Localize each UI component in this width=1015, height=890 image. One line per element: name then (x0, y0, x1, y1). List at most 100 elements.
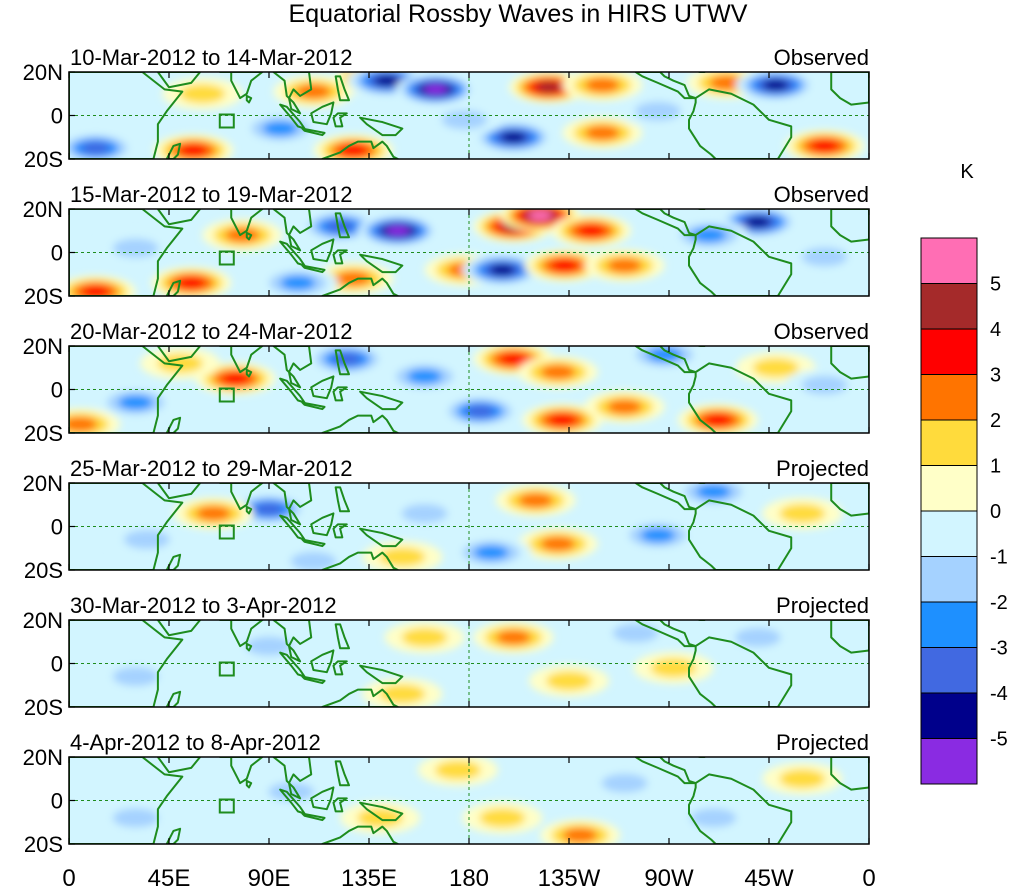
coastline-borneo (310, 375, 335, 400)
coastline-mexico-central-america (634, 483, 697, 511)
coastline-philippines (334, 212, 350, 239)
colorbar-swatch (920, 738, 978, 785)
anomaly-contour (81, 285, 111, 296)
anomaly-contour (325, 220, 355, 233)
y-tick-label: 20S (24, 284, 63, 309)
anomaly-contour (498, 352, 528, 366)
reference-box (218, 524, 235, 540)
y-tick-label: 20N (23, 60, 63, 85)
coastline-south-america (688, 362, 793, 433)
y-tick-label: 20N (23, 471, 63, 496)
anomaly-contour (690, 808, 737, 828)
colorbar-swatch (920, 556, 978, 603)
colorbar-level-label: 2 (990, 410, 1001, 432)
anomaly-contour (489, 264, 516, 276)
reference-box (218, 250, 235, 266)
colorbar-swatch (920, 237, 978, 284)
coastline-madagascar (165, 553, 182, 570)
anomaly-contour (500, 131, 527, 143)
coastline-mexico-central-america (634, 757, 697, 785)
coastline-arabia (156, 483, 202, 500)
coastline-africa-west (830, 346, 869, 380)
x-tick-label: 90W (644, 865, 694, 890)
coastline-new-guinea (359, 801, 404, 822)
coastline-philippines (334, 623, 350, 650)
coastline-java (301, 538, 326, 548)
coastline-borneo (310, 101, 335, 126)
anomaly-contour (528, 210, 552, 221)
y-tick-label: 20S (24, 695, 63, 720)
coastline-madagascar (165, 416, 182, 433)
coastline-java (301, 812, 326, 822)
coastline-india (219, 72, 264, 100)
coastline-borneo (310, 512, 335, 537)
coastline-madagascar (165, 279, 182, 296)
y-tick-label: 20S (24, 421, 63, 446)
panel-period-label: 25-Mar-2012 to 29-Mar-2012 (70, 456, 352, 481)
anomaly-contour (373, 75, 400, 87)
coastline-new-guinea (359, 664, 404, 685)
anomaly-contour (576, 224, 606, 237)
coastline-australia (321, 551, 399, 570)
anomaly-contour (540, 364, 576, 380)
colorbar-swatch (920, 465, 978, 512)
anomaly-contour (262, 121, 298, 136)
y-tick-label: 20S (24, 147, 63, 172)
anomaly-contour (157, 353, 204, 373)
anomaly-contour (401, 627, 448, 647)
anomaly-contour (547, 413, 577, 427)
anomaly-contour (536, 81, 562, 93)
anomaly-contour (801, 375, 848, 395)
anomaly-contour (112, 808, 159, 828)
panel: 20N 0 20S 25-Mar-2012 to 29-Mar-2012 Project… (23, 456, 870, 583)
panel: 20N 0 20S 10-Mar-2012 to 14-Mar-2012 Observe… (23, 45, 870, 172)
coastline-africa-west (830, 483, 869, 517)
anomaly-contour (465, 405, 495, 418)
panel-kind-label: Projected (776, 593, 869, 618)
coastline-sri-lanka (245, 231, 253, 241)
x-tick-label: 90E (248, 865, 291, 890)
colorbar-swatch (920, 601, 978, 648)
coastline-indochina (272, 620, 313, 663)
colorbar-swatch (920, 692, 978, 739)
y-tick-label: 0 (51, 241, 63, 266)
anomaly-contour (496, 630, 531, 645)
colorbar-swatch (920, 647, 978, 694)
coastline-borneo (310, 649, 335, 674)
anomaly-contour (518, 493, 554, 508)
coastlines (69, 757, 869, 844)
coastline-india (219, 483, 264, 511)
anomaly-contour (424, 84, 448, 95)
anomaly-contour (703, 413, 733, 427)
anomaly-contour (336, 271, 371, 286)
coastline-india (219, 209, 264, 237)
coastlines (69, 72, 869, 159)
anomaly-contour (296, 84, 331, 99)
anomaly-contour (473, 545, 509, 560)
anomaly-contour (179, 84, 226, 104)
coastline-south-america (688, 773, 793, 844)
anomaly-contour (810, 139, 840, 153)
coastline-africa-east (69, 620, 184, 707)
coastline-south-america (688, 636, 793, 707)
coastline-new-guinea (359, 527, 404, 548)
y-tick-label: 20S (24, 558, 63, 583)
anomaly-contour (81, 141, 111, 155)
coastline-australia (321, 688, 399, 707)
coastline-africa-east (69, 483, 184, 570)
coastline-sulawesi (332, 249, 348, 265)
coastlines (69, 209, 869, 296)
anomaly-contour (696, 484, 731, 500)
coastline-philippines (334, 486, 350, 513)
anomaly-contour (69, 416, 98, 432)
coastline-south-america (688, 499, 793, 570)
anomaly-contour (546, 671, 592, 691)
y-tick-label: 0 (51, 378, 63, 403)
anomaly-contour (112, 667, 159, 687)
coastline-madagascar (165, 827, 182, 844)
anomaly-contour (434, 760, 481, 780)
coastline-arabia (156, 620, 202, 637)
coastline-java (301, 127, 326, 137)
panel-kind-label: Projected (776, 456, 869, 481)
